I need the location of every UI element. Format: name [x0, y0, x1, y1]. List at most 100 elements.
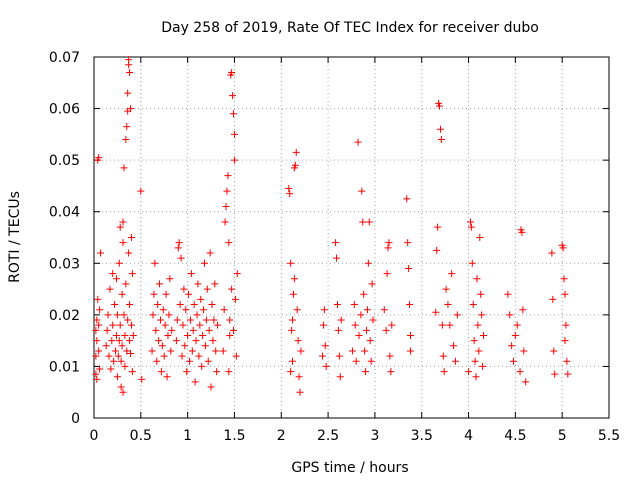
data-point: [286, 190, 294, 198]
data-point: [109, 270, 117, 278]
data-point: [200, 259, 208, 267]
data-point: [97, 249, 105, 257]
data-point: [476, 234, 484, 241]
data-point: [561, 290, 569, 298]
data-point: [292, 148, 300, 156]
data-point: [108, 337, 116, 345]
data-point: [115, 337, 123, 345]
data-point: [112, 331, 120, 339]
data-point: [559, 244, 567, 252]
data-point: [321, 342, 329, 350]
data-point: [178, 352, 186, 360]
data-point: [319, 321, 327, 329]
data-point: [118, 342, 126, 350]
data-point: [288, 326, 296, 334]
data-point: [179, 321, 187, 329]
data-point: [361, 347, 369, 355]
data-point: [151, 259, 159, 267]
data-point: [318, 352, 326, 360]
data-point: [182, 306, 190, 314]
data-point: [167, 347, 175, 355]
data-point: [367, 357, 375, 365]
data-point: [387, 368, 395, 376]
data-point: [207, 383, 215, 391]
data-point: [385, 239, 393, 247]
data-point: [382, 326, 390, 334]
data-point: [92, 326, 100, 334]
data-point: [221, 218, 229, 226]
x-tick-label: 2.5: [317, 428, 339, 444]
data-point: [185, 290, 193, 298]
data-point: [369, 316, 377, 324]
data-point: [93, 337, 101, 345]
data-point: [518, 228, 526, 236]
data-point: [191, 378, 199, 386]
x-tick-label: 1.5: [223, 428, 245, 444]
data-point: [193, 311, 201, 319]
data-point: [125, 56, 133, 64]
data-point: [93, 316, 101, 324]
data-point: [198, 362, 206, 370]
data-point: [446, 321, 454, 329]
data-point: [294, 337, 302, 345]
data-point: [230, 326, 238, 334]
data-point: [204, 357, 212, 365]
data-point: [117, 357, 125, 365]
x-tick-label: 4: [464, 428, 473, 444]
data-point: [119, 218, 127, 226]
data-point: [149, 311, 157, 319]
x-tick-label: 3: [370, 428, 379, 444]
data-point: [362, 368, 370, 376]
data-point: [127, 350, 135, 358]
data-point: [116, 223, 124, 231]
data-point: [513, 321, 521, 329]
data-point: [109, 321, 117, 329]
data-point: [438, 321, 446, 329]
data-point: [322, 362, 330, 370]
data-point: [213, 368, 221, 376]
data-point: [173, 316, 181, 324]
axis-ticks: [93, 56, 610, 419]
x-tick-label: 0.5: [130, 428, 152, 444]
data-point: [403, 195, 411, 203]
data-point: [363, 306, 371, 314]
data-point: [291, 161, 299, 169]
data-point: [508, 342, 516, 350]
data-point: [197, 295, 205, 303]
data-point: [549, 295, 557, 303]
data-point: [475, 347, 483, 355]
y-tick-label: 0.04: [49, 205, 80, 221]
data-point: [93, 375, 101, 383]
data-point: [228, 68, 236, 76]
data-point: [105, 352, 113, 360]
data-point: [111, 301, 119, 309]
data-point: [520, 347, 528, 355]
data-point: [190, 301, 198, 309]
data-point: [127, 105, 135, 113]
data-point: [110, 357, 118, 365]
data-point: [406, 347, 414, 355]
data-point: [201, 342, 209, 350]
data-point: [332, 239, 340, 247]
y-tick-label: 0.01: [49, 359, 80, 375]
data-point: [112, 275, 120, 283]
data-point: [214, 321, 222, 329]
data-point: [468, 259, 476, 267]
y-tick-label: 0.06: [49, 102, 80, 118]
data-point: [104, 311, 112, 319]
data-point: [103, 326, 111, 334]
data-point: [285, 185, 293, 193]
data-point: [434, 223, 442, 231]
data-point: [177, 254, 185, 262]
data-point: [206, 249, 214, 257]
data-point: [165, 311, 173, 319]
data-point: [95, 347, 103, 355]
data-point: [564, 370, 572, 378]
data-point: [350, 301, 358, 309]
data-point: [174, 244, 182, 252]
data-point: [202, 316, 210, 324]
data-point: [124, 316, 132, 324]
data-point: [478, 311, 486, 319]
y-tick-labels: 0 0.01 0.02 0.03 0.04 0.05 0.06 0.07: [49, 50, 80, 427]
data-point: [119, 388, 127, 396]
